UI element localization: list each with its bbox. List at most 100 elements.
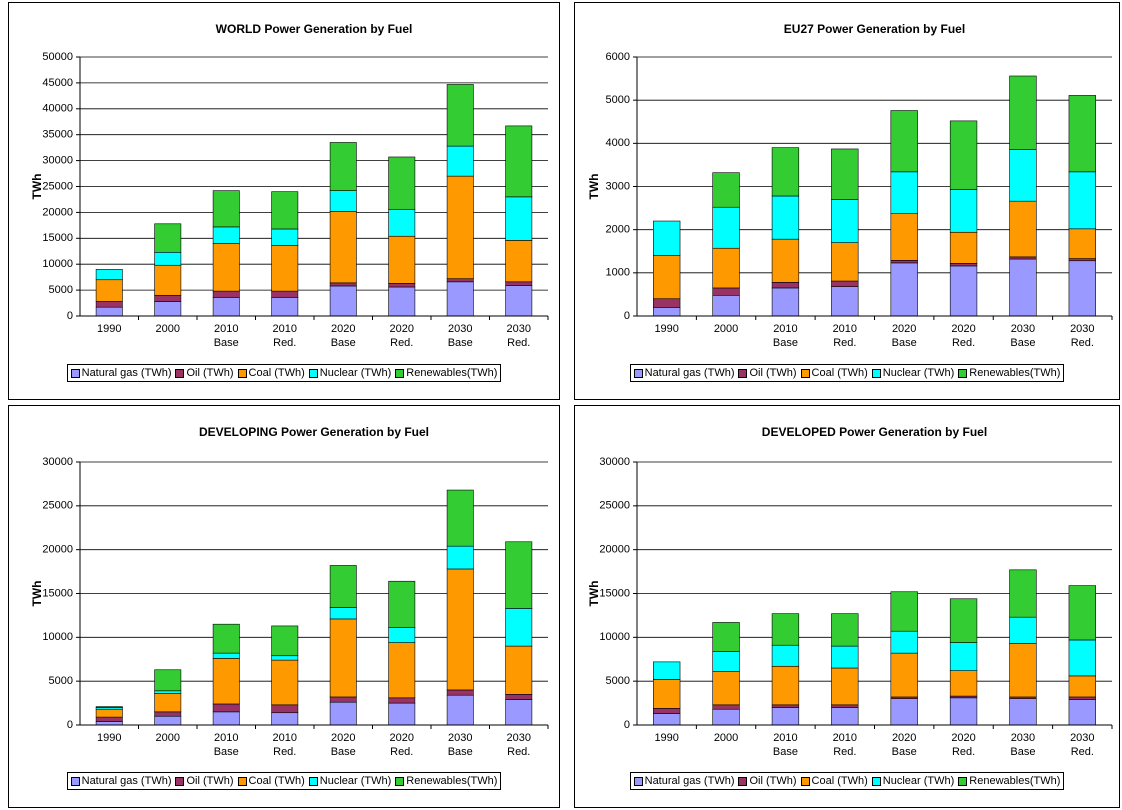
legend-label: Oil (TWh) — [186, 367, 234, 379]
legend-item: Natural gas (TWh) — [633, 367, 735, 379]
bar-segment — [949, 265, 978, 317]
bar-segment — [95, 279, 123, 302]
legend-item: Natural gas (TWh) — [70, 367, 171, 379]
legend: Natural gas (TWh) Oil (TWh) Coal (TWh) Nucl… — [8, 364, 560, 382]
x-tick-label: 2020 Base — [330, 732, 356, 758]
bar-segment — [712, 622, 740, 652]
bar-segment — [949, 670, 978, 697]
legend-label: Renewables(TWh) — [406, 775, 498, 787]
legend-label: Nuclear (TWh) — [319, 775, 392, 787]
x-tick-label-box: 2020 Base — [330, 323, 356, 349]
bar-segment — [329, 282, 357, 287]
y-tick-label: 2000 — [606, 224, 630, 236]
bar-segment — [653, 255, 681, 300]
y-tick-label: 30000 — [599, 456, 630, 468]
x-tick-label-box: 1990 — [97, 323, 122, 335]
x-tick-label: 2030 Red. — [506, 323, 531, 349]
bar-segment — [95, 708, 123, 718]
y-tick-label: 25000 — [599, 500, 630, 512]
x-tick-label-box: 2020 Red. — [389, 323, 414, 349]
x-tick-label: 1990 — [654, 732, 679, 744]
legend-label: Coal (TWh) — [248, 367, 305, 379]
x-tick-label-box: 2030 Base — [1010, 732, 1035, 758]
legend-label: Natural gas (TWh) — [644, 367, 735, 379]
y-tick-label: 0 — [67, 719, 73, 731]
x-tick-label-box: 2030 Red. — [506, 323, 531, 349]
legend-box: Natural gas (TWh) Oil (TWh) Coal (TWh) Nucl… — [66, 772, 502, 790]
bar-segment — [1009, 75, 1037, 150]
legend-label: Nuclear (TWh) — [882, 367, 955, 379]
legend-swatch — [70, 368, 80, 378]
y-tick-label: 5000 — [49, 284, 73, 296]
bar-segment — [329, 211, 357, 284]
bar-segment — [212, 623, 240, 654]
legend-item: Renewables(TWh) — [958, 775, 1060, 787]
bar-segment — [771, 195, 800, 240]
x-tick-label: 1990 — [97, 323, 122, 335]
legend-item: Natural gas (TWh) — [633, 775, 734, 787]
bar-segment — [771, 644, 800, 667]
legend-item: Oil (TWh) — [175, 367, 234, 379]
bar-segment — [949, 263, 978, 267]
x-tick-label: 2020 Red. — [389, 323, 414, 349]
legend-frame: Natural gas (TWh) Oil (TWh) Coal (TWh) Nucl… — [629, 364, 1065, 382]
bar-segment — [446, 568, 474, 691]
x-tick-label-box: 2000 — [713, 323, 739, 335]
y-tick-label: 45000 — [42, 77, 73, 89]
bar-segment — [771, 613, 800, 646]
y-tick-label: 25000 — [42, 500, 73, 512]
x-tick-label-box: 2020 Red. — [390, 732, 414, 758]
bar-segment — [712, 651, 740, 672]
x-tick-label-box: 2030 Red. — [1070, 732, 1094, 758]
x-tick-label-box: 2010 Base — [214, 323, 239, 349]
legend: Natural gas (TWh) Oil (TWh) Coal (TWh) Nucl… — [574, 772, 1120, 790]
legend-item: Nuclear (TWh) — [871, 367, 955, 379]
y-tick-label: 15000 — [42, 587, 73, 599]
legend-box: Natural gas (TWh) Oil (TWh) Coal (TWh) Nucl… — [574, 772, 1120, 790]
bar-segment — [95, 306, 123, 317]
legend-label: Oil (TWh) — [186, 775, 234, 787]
bar-segment — [1068, 675, 1096, 698]
bar-segment — [831, 280, 859, 287]
bar-segment — [771, 665, 800, 706]
bar-segment — [949, 120, 978, 190]
bar-segment — [1068, 699, 1096, 726]
bar-segment — [95, 706, 123, 708]
bar-segment — [95, 721, 123, 726]
x-tick-label: 2020 Base — [891, 732, 917, 758]
bar-segment — [154, 711, 182, 717]
legend-swatch — [958, 776, 968, 786]
y-tick-label: 3000 — [606, 180, 630, 192]
bar-segment — [212, 711, 240, 726]
x-tick-label: 2000 — [713, 323, 739, 335]
x-tick-label-box: 2020 Red. — [951, 732, 975, 758]
legend-frame: Natural gas (TWh) Oil (TWh) Coal (TWh) Nucl… — [66, 364, 502, 382]
bar-segment — [712, 247, 740, 289]
x-tick-label: 2010 Red. — [832, 732, 858, 758]
bar-segment — [890, 652, 918, 698]
bar-segment — [154, 669, 182, 692]
bar-segment — [831, 704, 859, 708]
y-tick-label: 6000 — [606, 51, 630, 63]
legend-item: Coal (TWh) — [800, 775, 868, 787]
bar-segment — [771, 707, 800, 726]
bar-segment — [388, 697, 416, 704]
bar-segment — [154, 264, 182, 296]
y-tick-label: 30000 — [42, 155, 73, 167]
bar-segment — [890, 213, 918, 261]
x-tick-label: 2020 Base — [330, 323, 356, 349]
bar-segment — [949, 697, 978, 726]
legend-swatch — [958, 368, 968, 378]
legend: Natural gas (TWh) Oil (TWh) Coal (TWh) Nucl… — [574, 364, 1120, 382]
y-tick-label: 10000 — [42, 258, 73, 270]
bar-segment — [949, 231, 978, 264]
legend-label: Coal (TWh) — [248, 775, 305, 787]
legend-item: Renewables(TWh) — [395, 367, 497, 379]
bar-segment — [271, 245, 299, 292]
x-tick-label: 2030 Base — [1010, 323, 1036, 349]
bar-segment — [712, 708, 740, 726]
bar-segment — [653, 298, 681, 308]
legend-item: Renewables(TWh) — [958, 367, 1060, 379]
bar-segment — [388, 208, 416, 237]
